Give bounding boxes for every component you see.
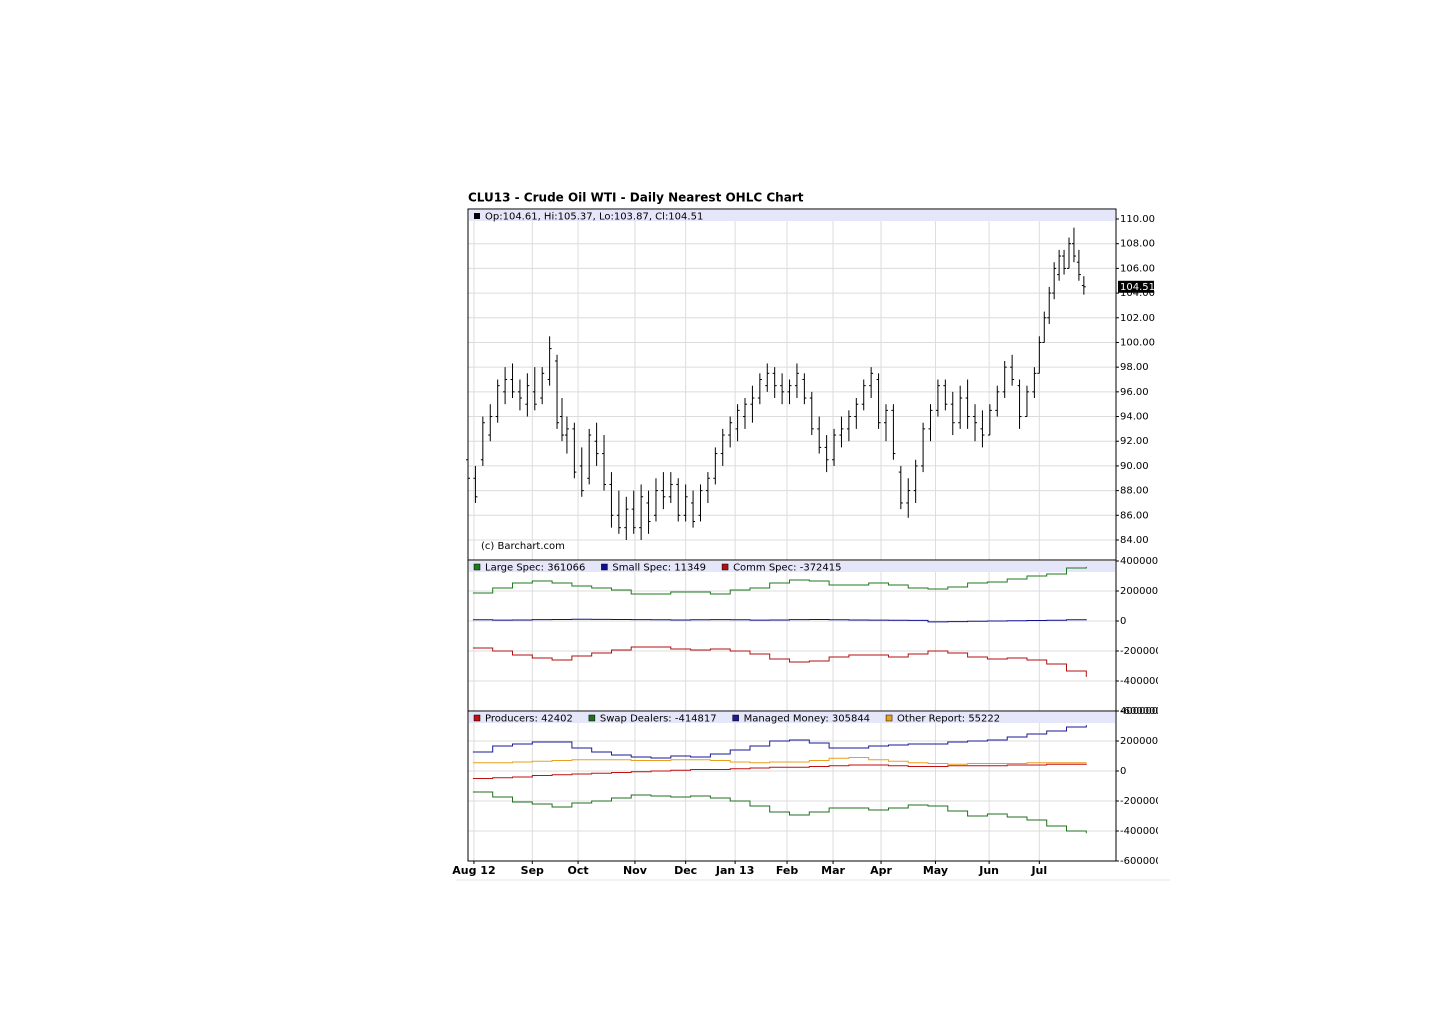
x-tick-label: Apr	[870, 864, 892, 877]
legend-swatch	[721, 563, 729, 571]
y-tick-label: 200000	[1120, 736, 1158, 747]
y-tick-label: 84.00	[1120, 535, 1149, 546]
x-tick-label: Oct	[567, 864, 588, 877]
panel-bg	[468, 209, 1116, 560]
x-tick-label: Jun	[978, 864, 999, 877]
x-tick-label: Nov	[623, 864, 648, 877]
x-tick-label: Feb	[776, 864, 799, 877]
last-price-box	[1118, 280, 1154, 293]
step-line	[472, 725, 1087, 759]
plot-layer: 84.00 86.00 88.00 90.00 92.00 94.00 96.00 98.00…	[452, 208, 1162, 877]
step-line	[472, 757, 1087, 765]
step-line	[472, 763, 1087, 779]
panel-bg	[468, 711, 1116, 861]
x-tick-label: Mar	[821, 864, 845, 877]
y-tick-label: 98.00	[1120, 362, 1149, 373]
y-tick-label: -600000	[1120, 856, 1162, 867]
y-tick-label: 102.00	[1120, 313, 1155, 324]
y-tick-label: 106.00	[1120, 263, 1155, 274]
step-line	[472, 791, 1087, 834]
y-tick-label: -400000	[1120, 676, 1162, 687]
legend-label: Large Spec: 361066	[485, 563, 585, 574]
y-tick-label: 108.00	[1120, 239, 1155, 250]
step-line	[472, 566, 1087, 595]
y-tick-label: 96.00	[1120, 387, 1149, 398]
y-tick-label: 100.00	[1120, 337, 1155, 348]
legend-swatch	[473, 714, 481, 722]
header-band	[469, 210, 1115, 221]
legend-swatch	[601, 563, 608, 571]
step-line	[472, 618, 1087, 623]
y-tick-label: 200000	[1120, 586, 1158, 597]
y-tick-label: -200000	[1120, 646, 1162, 657]
panel-frame	[467, 710, 1117, 862]
legend-label: Other Report: 55222	[897, 714, 1000, 725]
legend-swatch	[474, 213, 480, 219]
y-tick-label: 90.00	[1120, 461, 1149, 472]
legend-swatch	[473, 563, 481, 571]
y-tick-label: 0	[1120, 766, 1126, 777]
legend-label: Comm Spec: -372415	[733, 563, 841, 574]
y-tick-label: 0	[1120, 616, 1126, 627]
y-tick-label: 88.00	[1120, 486, 1149, 497]
panel-bg	[468, 560, 1116, 711]
legend-label: Swap Dealers: -414817	[600, 714, 717, 725]
last-price-label: 104.51	[1120, 282, 1155, 293]
legend-label: Producers: 42402	[485, 714, 573, 725]
y-tick-label: 104.00	[1120, 288, 1155, 299]
y-tick-label: 92.00	[1120, 436, 1149, 447]
watermark: (c) Barchart.com	[481, 541, 565, 552]
y-tick-label: -400000	[1120, 826, 1162, 837]
y-tick-label: 86.00	[1120, 510, 1149, 521]
legend-swatch	[885, 714, 893, 722]
y-tick-label: -600000	[1120, 706, 1162, 717]
y-tick-label: 400000	[1120, 556, 1158, 567]
y-tick-label: 110.00	[1120, 214, 1155, 225]
y-tick-label: -200000	[1120, 796, 1162, 807]
x-tick-label: Dec	[674, 864, 697, 877]
x-tick-label: May	[923, 864, 948, 877]
y-tick-label: 400000	[1120, 706, 1158, 717]
header-text: Op:104.61, Hi:105.37, Lo:103.87, Cl:104.…	[485, 212, 703, 223]
header-band	[469, 561, 1115, 572]
legend-swatch	[732, 714, 739, 722]
chart-title: CLU13 - Crude Oil WTI - Daily Nearest OH…	[468, 191, 804, 205]
x-tick-label: Jan 13	[715, 864, 754, 877]
x-tick-label: Jul	[1030, 864, 1047, 877]
legend-swatch	[588, 714, 596, 722]
x-tick-label: Aug 12	[452, 864, 495, 877]
x-tick-label: Sep	[521, 864, 544, 877]
legend-label: Managed Money: 305844	[744, 714, 870, 725]
y-tick-label: 94.00	[1120, 412, 1149, 423]
legend-label: Small Spec: 11349	[612, 563, 706, 574]
step-line	[472, 646, 1087, 677]
header-band	[469, 712, 1115, 723]
